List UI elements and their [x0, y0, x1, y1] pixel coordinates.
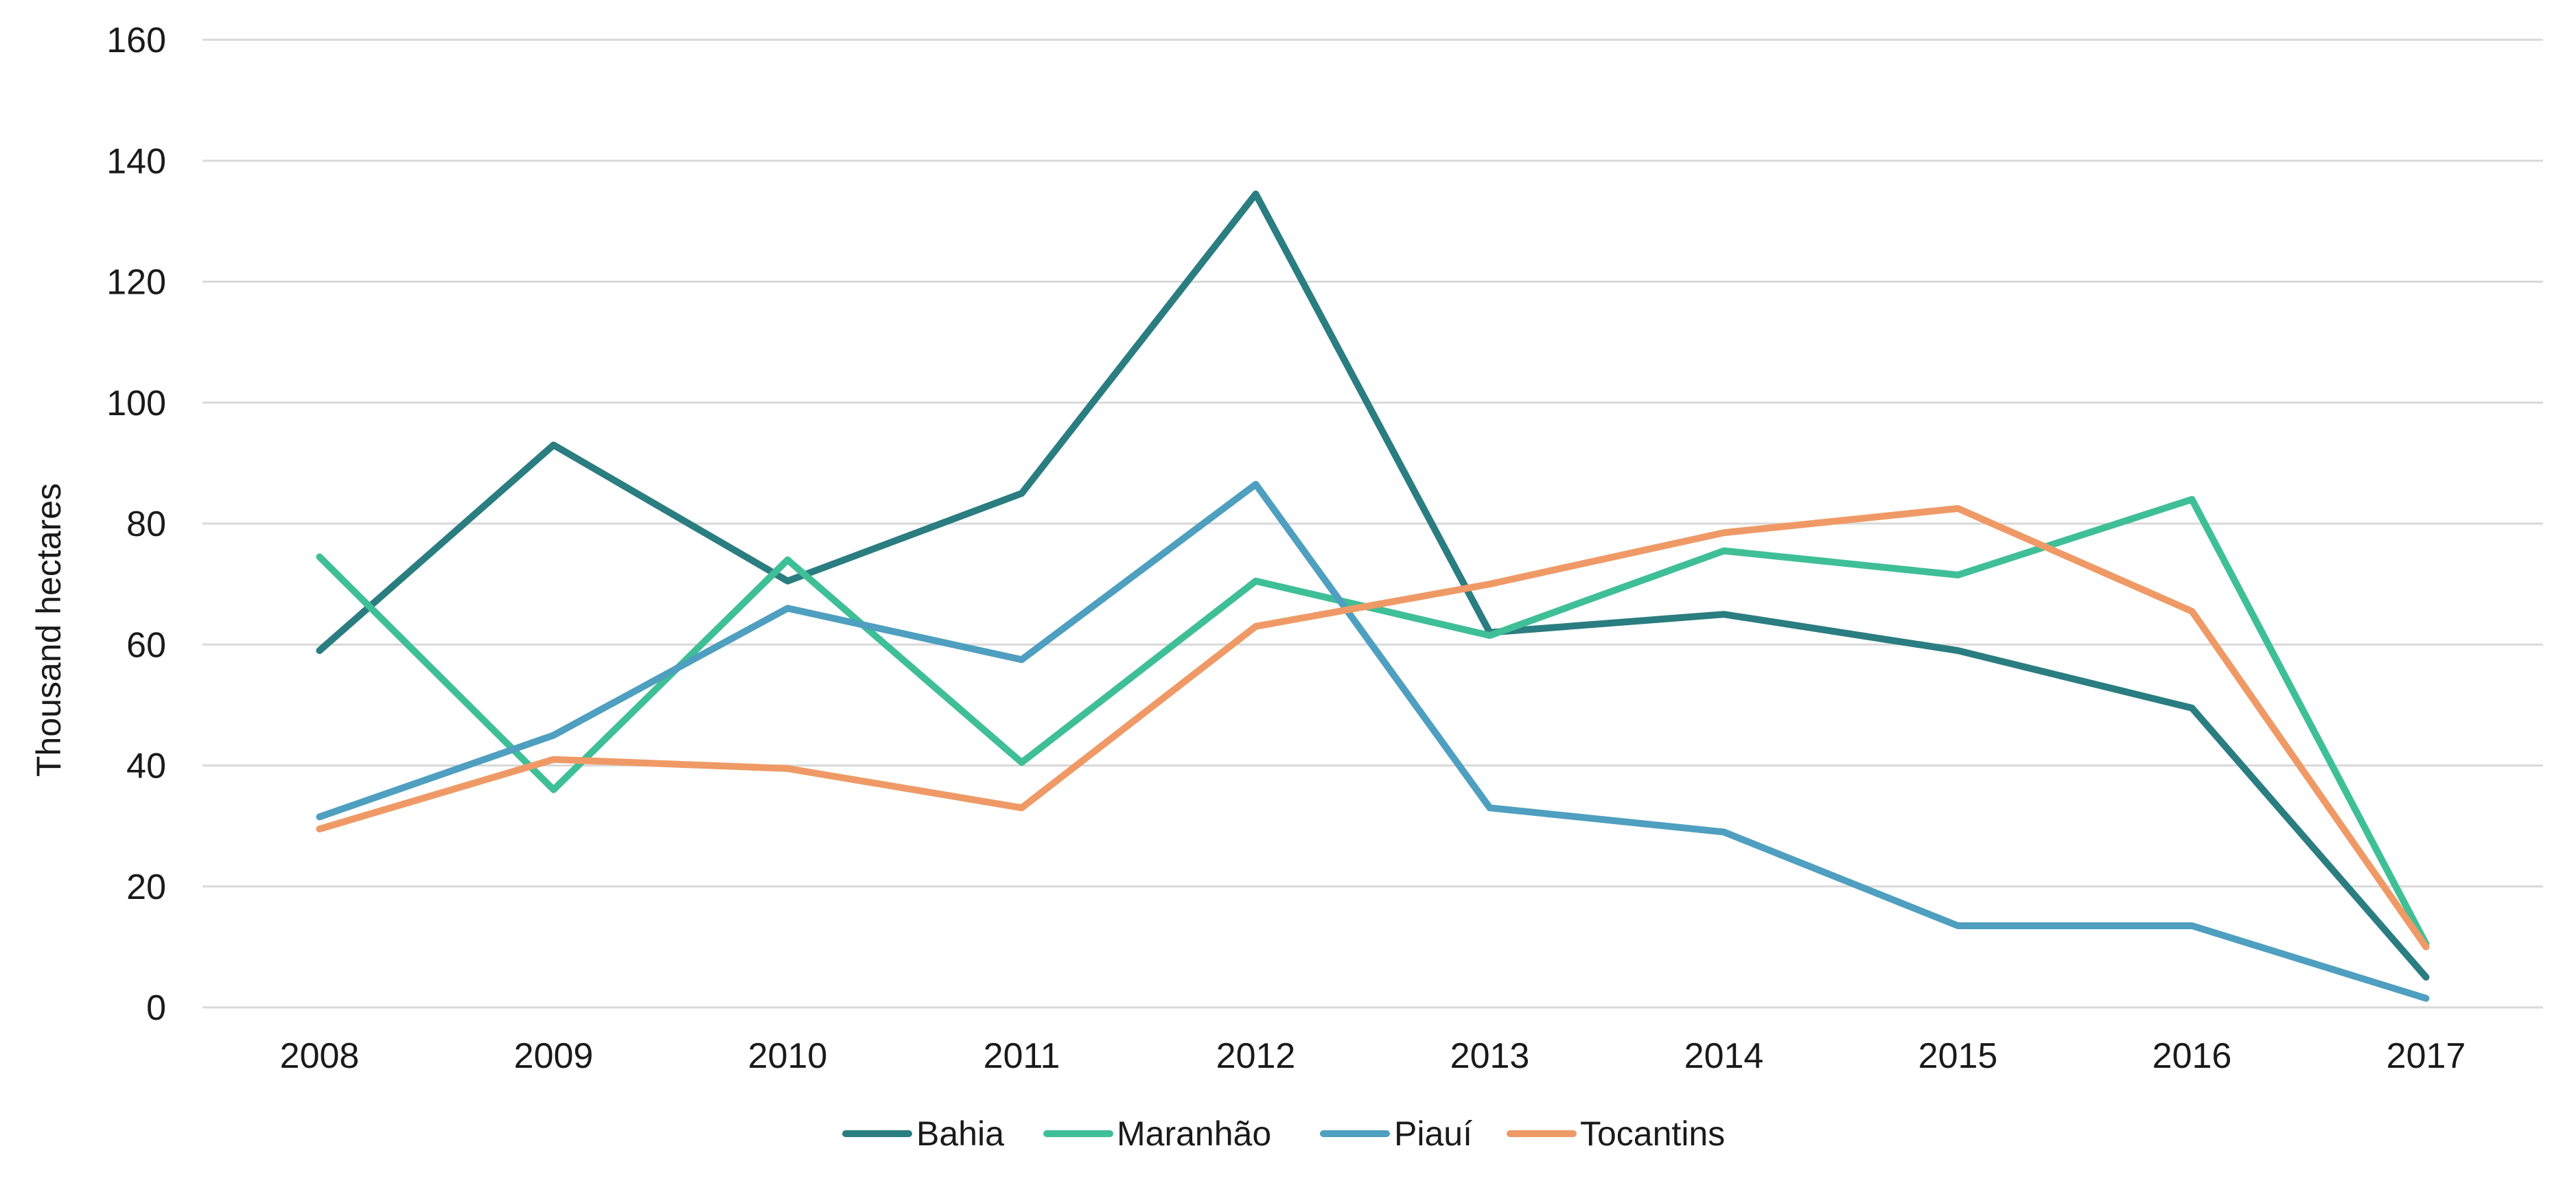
x-tick-label: 2016	[2153, 1036, 2232, 1076]
series-line-tocantins	[316, 504, 2430, 950]
x-axis-ticks: 2008 2009 2010 2011 2012 2013 2014 2015 2016 2017	[280, 1036, 2466, 1076]
y-tick-label: 0	[146, 988, 166, 1028]
y-tick-label: 80	[126, 504, 166, 544]
series-line-bahia	[316, 190, 2430, 981]
y-tick-label: 140	[106, 141, 166, 181]
legend-label: Tocantins	[1580, 1114, 1725, 1153]
y-axis-title: Thousand hectares	[30, 483, 68, 777]
x-tick-label: 2012	[1216, 1036, 1296, 1076]
series-lines	[316, 190, 2430, 1002]
x-tick-label: 2015	[1918, 1036, 1998, 1076]
legend-label: Maranhão	[1117, 1114, 1271, 1153]
y-tick-label: 100	[106, 384, 166, 423]
x-tick-label: 2008	[280, 1036, 360, 1076]
y-tick-label: 20	[126, 867, 166, 907]
y-tick-label: 160	[106, 21, 166, 60]
gridlines	[202, 38, 2543, 1009]
x-tick-label: 2009	[514, 1036, 594, 1076]
legend: Bahia Maranhão Piauí Tocantins	[842, 1114, 1725, 1153]
x-tick-label: 2013	[1450, 1036, 1530, 1076]
series-line-maranhão	[316, 495, 2430, 948]
x-tick-label: 2017	[2387, 1036, 2466, 1076]
y-tick-label: 60	[126, 625, 166, 665]
y-tick-label: 40	[126, 747, 166, 786]
x-tick-label: 2011	[984, 1036, 1060, 1076]
series-line-piauí	[316, 480, 2430, 1002]
y-axis-ticks: 0 20 40 60 80 100 120 140 160	[106, 21, 166, 1028]
y-tick-label: 120	[106, 263, 166, 303]
legend-label: Piauí	[1394, 1114, 1472, 1153]
x-tick-label: 2010	[748, 1036, 828, 1076]
legend-label: Bahia	[916, 1114, 1004, 1153]
x-tick-label: 2014	[1684, 1036, 1764, 1076]
